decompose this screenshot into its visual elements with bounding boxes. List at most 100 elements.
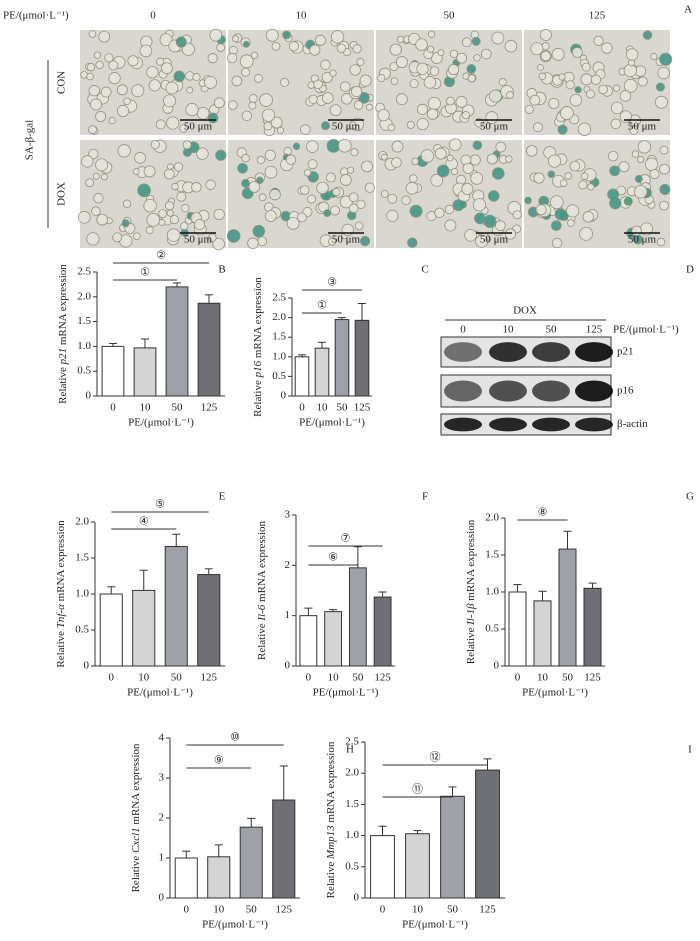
cell: [449, 49, 459, 58]
cell: [159, 33, 173, 47]
cell: [337, 138, 352, 153]
cell: [282, 30, 291, 40]
cell: [194, 219, 206, 231]
bar: [314, 347, 330, 397]
y-tick-label: 0: [285, 660, 291, 672]
cell: [434, 207, 445, 219]
x-tick-label: 0: [515, 672, 521, 684]
cell: [444, 219, 457, 232]
cell: [504, 39, 518, 53]
cell: [473, 54, 481, 62]
cell: [192, 73, 201, 82]
cell: [526, 145, 538, 157]
cell: [389, 43, 402, 56]
cell: [265, 28, 279, 42]
cell: [271, 42, 281, 51]
cell: [330, 205, 340, 216]
cell: [495, 220, 506, 231]
cell: [659, 163, 670, 175]
cell: [557, 124, 568, 135]
cell: [208, 233, 217, 242]
cell: [122, 199, 132, 208]
cell: [101, 173, 108, 181]
cell: [481, 48, 492, 60]
cell: [100, 86, 112, 98]
cell: [226, 52, 238, 64]
x-tick-label: 50: [562, 672, 574, 684]
band: [444, 380, 482, 402]
x-tick-label: 0: [109, 672, 115, 684]
cell: [582, 211, 594, 223]
y-tick-label: 0.5: [75, 624, 89, 636]
cell: [629, 125, 639, 135]
cell: [340, 81, 351, 92]
y-axis-label-part: mRNA expression: [252, 277, 264, 361]
cell: [491, 31, 505, 45]
bar: [99, 593, 123, 667]
lane-title: PE/(μmol·L⁻¹): [613, 324, 679, 336]
cell: [559, 179, 568, 187]
cell: [659, 52, 673, 66]
cell: [472, 198, 487, 212]
band: [575, 380, 613, 402]
x-tick-label: 10: [140, 402, 152, 414]
x-axis-label: PE/(μmol·L⁻¹): [127, 687, 193, 699]
cell: [258, 193, 267, 202]
cell: [226, 229, 241, 243]
cell: [160, 62, 173, 75]
cell: [437, 49, 445, 57]
y-axis-label-part: mRNA expression: [325, 741, 337, 825]
cell: [637, 155, 645, 163]
y-tick-label: 1.5: [272, 331, 286, 343]
cell: [610, 118, 622, 130]
y-axis-label-part: mRNA expression: [465, 519, 477, 603]
cell: [539, 28, 552, 41]
cell: [448, 138, 462, 151]
cell: [216, 43, 225, 52]
cell: [461, 183, 474, 195]
cell: [86, 72, 94, 81]
cell: [252, 224, 266, 238]
cell: [505, 155, 513, 163]
cell: [143, 198, 157, 213]
cell: [580, 73, 593, 86]
y-tick-label: 2.0: [77, 290, 91, 302]
cell: [276, 126, 284, 134]
cell: [348, 121, 357, 130]
cell: [464, 228, 477, 242]
bar: [348, 567, 367, 667]
significance-label: ⑥: [328, 552, 338, 564]
band: [575, 342, 613, 362]
cell: [196, 106, 210, 120]
cell: [248, 181, 261, 193]
cell: [158, 218, 166, 226]
panel-letter: E: [219, 491, 226, 503]
y-tick-label: 1.5: [345, 798, 359, 810]
y-axis-label: Relative Cxcl1 mRNA expression: [130, 743, 142, 892]
bar: [207, 856, 231, 899]
cell: [564, 172, 573, 180]
cell: [349, 64, 361, 76]
cell: [241, 178, 250, 188]
cell: [426, 108, 439, 120]
cell: [185, 102, 199, 117]
cell: [554, 208, 567, 221]
cell: [145, 226, 154, 235]
x-axis-label: PE/(μmol·L⁻¹): [313, 687, 379, 699]
cell: [434, 147, 447, 160]
cell: [637, 76, 648, 87]
x-tick-label: 0: [299, 402, 305, 414]
cell: [590, 74, 602, 85]
cell: [659, 200, 669, 211]
cell: [308, 94, 318, 104]
bar: [370, 835, 395, 899]
cell: [163, 168, 175, 180]
y-axis-label-part: Il-6: [256, 604, 268, 621]
cell: [623, 63, 637, 78]
bar: [239, 826, 263, 899]
x-axis-label: PE/(μmol·L⁻¹): [402, 919, 468, 931]
cell: [574, 86, 582, 94]
cell: [339, 174, 352, 186]
panel-letter: A: [684, 4, 692, 16]
bar: [197, 574, 221, 667]
